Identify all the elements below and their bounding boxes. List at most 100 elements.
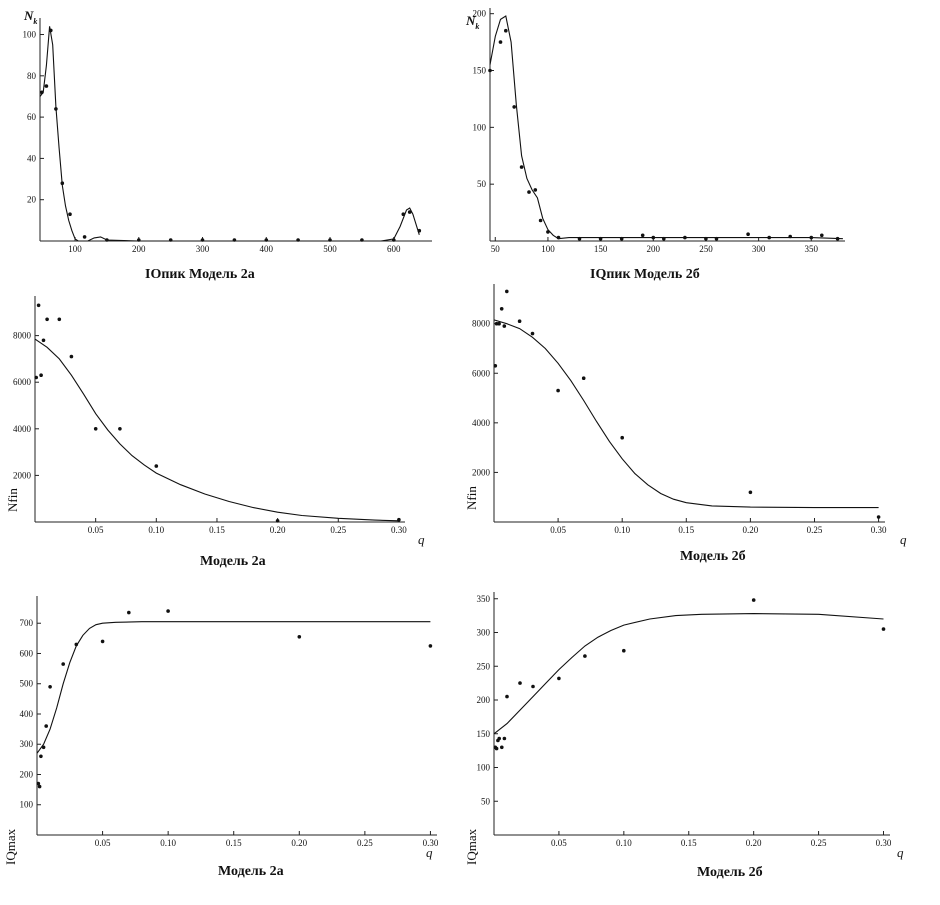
y-axis-label: IQmax xyxy=(3,828,18,865)
data-point xyxy=(640,233,645,238)
data-point xyxy=(538,218,543,223)
data-point xyxy=(328,238,332,242)
data-point xyxy=(651,235,656,240)
data-point xyxy=(127,610,131,615)
x-tick-label: 0.05 xyxy=(88,525,104,535)
data-point xyxy=(788,234,792,239)
data-point xyxy=(494,746,499,751)
x-tick-label: 150 xyxy=(594,244,608,254)
series-curve xyxy=(493,613,884,735)
chart-caption: IОпик Модель 2а xyxy=(145,267,255,282)
x-axis-label: q xyxy=(897,845,904,860)
x-tick-label: 0.15 xyxy=(678,525,694,535)
y-tick-label: 150 xyxy=(477,729,491,739)
x-tick-label: 600 xyxy=(387,244,401,254)
x-tick-label: 0.05 xyxy=(95,838,111,848)
data-point xyxy=(41,338,46,343)
data-point xyxy=(154,464,159,468)
data-point xyxy=(546,230,550,234)
data-point xyxy=(407,210,412,214)
data-point xyxy=(505,289,509,294)
x-tick-label: 350 xyxy=(805,244,819,254)
data-point xyxy=(74,642,79,647)
data-point xyxy=(417,228,422,233)
data-point xyxy=(530,331,535,336)
data-point xyxy=(581,376,586,381)
chart-panel-2: 50 100 150 200 250 300 350 50 100 150 200 IQпик Мод… xyxy=(465,8,845,282)
data-point xyxy=(493,364,498,368)
data-point xyxy=(746,232,750,236)
data-point xyxy=(835,236,840,241)
x-tick-label: 300 xyxy=(752,244,766,254)
x-axis-label: q xyxy=(418,532,425,547)
y-tick-label: 6000 xyxy=(472,368,491,378)
y-tick-label: 2000 xyxy=(472,467,491,477)
x-tick-label: 0.10 xyxy=(160,838,176,848)
data-point xyxy=(392,238,396,242)
data-point xyxy=(499,307,504,311)
data-point xyxy=(166,609,170,613)
x-tick-label: 0.20 xyxy=(291,838,307,848)
x-tick-label: 300 xyxy=(196,244,210,254)
data-point xyxy=(105,238,109,242)
y-axis-label: Nfin xyxy=(464,486,479,510)
data-point xyxy=(767,235,771,240)
chart-panel-3: 0.05 0.10 0.15 0.20 0.25 0.30 2000 4000 6000 8000… xyxy=(5,296,425,569)
data-point xyxy=(500,745,504,750)
y-axis-label: Nfin xyxy=(5,488,20,512)
data-point xyxy=(498,40,503,44)
y-axis-label: Nk xyxy=(23,8,37,26)
x-tick-label: 500 xyxy=(323,244,337,254)
series-curve xyxy=(489,15,843,240)
data-point xyxy=(69,354,74,359)
y-tick-label: 4000 xyxy=(472,418,491,428)
series-curve xyxy=(34,338,399,522)
series-curve xyxy=(36,621,431,754)
data-point xyxy=(360,238,364,242)
data-point xyxy=(39,373,43,378)
x-axis-label: q xyxy=(900,532,907,547)
data-point xyxy=(296,238,300,242)
data-point xyxy=(505,694,509,699)
y-tick-label: 40 xyxy=(27,153,37,163)
x-tick-label: 0.05 xyxy=(551,838,567,848)
data-point xyxy=(557,676,561,681)
y-tick-label: 300 xyxy=(477,628,491,638)
y-tick-label: 200 xyxy=(473,9,487,19)
chart-panel-4: 0.05 0.10 0.15 0.20 0.25 0.30 2000 4000 6000 8000… xyxy=(464,284,907,564)
y-tick-label: 600 xyxy=(20,648,34,658)
x-tick-label: 0.25 xyxy=(330,525,346,535)
x-tick-label: 0.30 xyxy=(871,525,887,535)
y-tick-label: 50 xyxy=(477,179,487,189)
data-point xyxy=(41,745,46,750)
data-point xyxy=(662,236,666,241)
data-point xyxy=(583,654,587,658)
x-tick-label: 0.25 xyxy=(811,838,827,848)
data-point xyxy=(232,238,237,242)
series-curve xyxy=(493,319,879,509)
y-tick-label: 6000 xyxy=(13,377,32,387)
data-point xyxy=(118,427,122,431)
y-tick-label: 400 xyxy=(20,709,34,719)
data-point xyxy=(502,736,507,741)
data-point xyxy=(264,238,269,242)
x-tick-label: 0.10 xyxy=(614,525,630,535)
data-point xyxy=(488,68,492,73)
x-tick-label: 0.05 xyxy=(550,525,566,535)
data-point xyxy=(577,236,582,241)
chart-caption: Модель 2б xyxy=(680,549,746,564)
y-tick-label: 200 xyxy=(20,769,34,779)
x-tick-label: 0.30 xyxy=(391,525,407,535)
data-point xyxy=(497,321,501,326)
data-point xyxy=(397,517,401,522)
y-tick-label: 700 xyxy=(20,618,34,628)
y-tick-label: 100 xyxy=(477,763,491,773)
data-point xyxy=(39,754,43,759)
y-tick-label: 300 xyxy=(20,739,34,749)
chart-panel-6: 0.05 0.10 0.15 0.20 0.25 0.30 50 100 150 200 250 30… xyxy=(464,592,904,880)
data-point xyxy=(751,598,756,602)
data-point xyxy=(518,681,522,685)
data-point xyxy=(137,238,141,242)
data-point xyxy=(200,238,205,242)
x-tick-label: 0.30 xyxy=(423,838,439,848)
